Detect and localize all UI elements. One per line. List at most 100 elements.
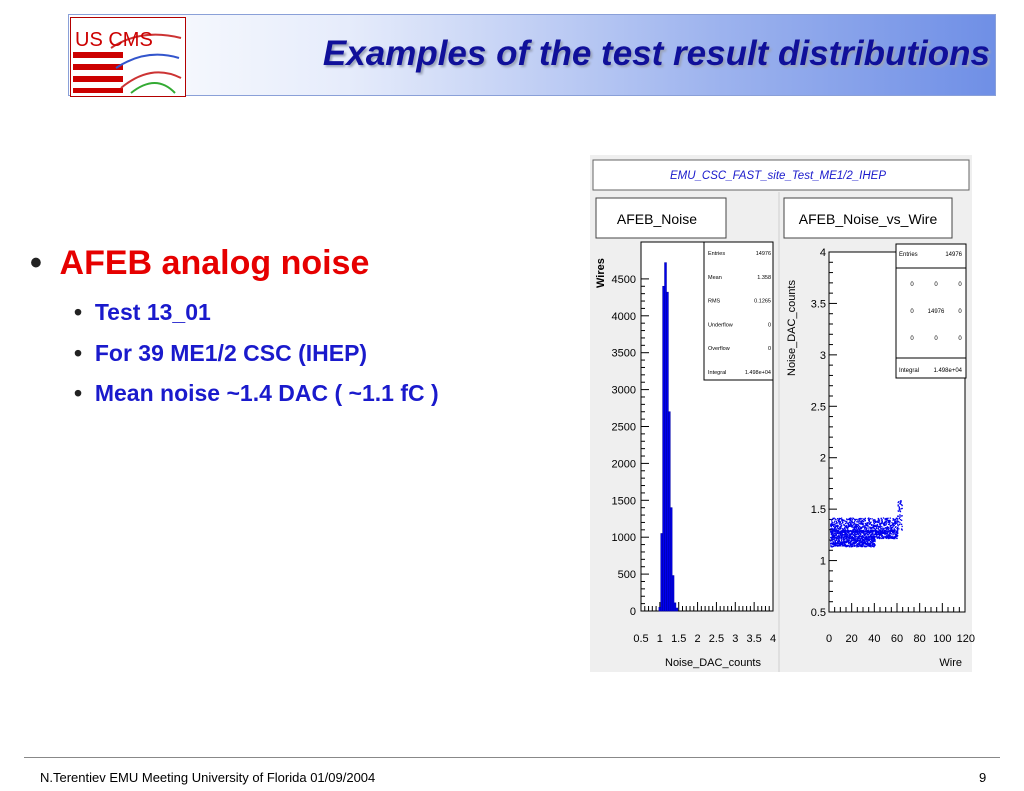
stats-value: 14976	[756, 251, 771, 257]
scatter-point	[835, 520, 838, 523]
stats-label: Entries	[899, 252, 918, 258]
scatter-point	[872, 530, 874, 532]
scatter-point	[849, 540, 851, 543]
sub-bullet: • Mean noise ~1.4 DAC ( ~1.1 fC )	[74, 380, 439, 407]
scatter-point	[881, 532, 883, 534]
scatter-point	[880, 532, 882, 535]
scatter-point	[873, 535, 876, 537]
scatter-point	[872, 533, 874, 535]
scatter-point	[856, 534, 858, 536]
scatter-point	[839, 528, 841, 530]
scatter-point	[881, 535, 883, 537]
scatter-point	[846, 536, 848, 538]
scatter-point	[859, 535, 861, 538]
scatter-point	[839, 545, 842, 547]
scatter-point	[831, 522, 834, 524]
scatter-point	[900, 500, 902, 502]
scatter-point	[868, 523, 870, 525]
scatter-point	[865, 528, 868, 530]
scatter-point	[881, 530, 883, 532]
y-tick-label: 3	[820, 350, 826, 362]
scatter-point	[852, 537, 855, 539]
scatter-point	[876, 523, 878, 526]
scatter-point	[835, 530, 838, 532]
y-tick-label: 2500	[612, 422, 636, 434]
scatter-point	[851, 531, 853, 533]
scatter-point	[840, 533, 842, 535]
scatter-point	[847, 535, 849, 537]
scatter-point	[899, 516, 901, 518]
scatter-point	[873, 528, 876, 530]
scatter-point	[868, 539, 870, 542]
scatter-point	[885, 532, 887, 535]
canvas-header: EMU_CSC_FAST_site_Test_ME1/2_IHEP	[670, 170, 886, 182]
scatter-point	[885, 527, 887, 529]
scatter-point	[859, 543, 861, 545]
scatter-point	[897, 528, 899, 531]
scatter-point	[886, 526, 889, 528]
scatter-point	[886, 531, 889, 533]
scatter-point	[868, 530, 870, 533]
scatter-point	[874, 538, 876, 541]
scatter-point	[861, 542, 863, 544]
scatter-point	[836, 538, 838, 540]
stats-grid-cell: 0	[934, 282, 938, 288]
stats-value: 0.1265	[754, 299, 771, 305]
scatter-point	[867, 527, 869, 529]
scatter-point	[851, 519, 853, 521]
scatter-point	[862, 541, 864, 543]
scatter-point	[891, 535, 893, 537]
scatter-point	[864, 520, 866, 522]
scatter-point	[853, 524, 855, 526]
scatter-point	[854, 537, 856, 540]
bullet-dot: •	[74, 299, 83, 325]
scatter-point	[873, 520, 876, 522]
scatter-point	[846, 521, 848, 523]
scatter-point	[885, 532, 887, 534]
scatter-point	[864, 522, 866, 525]
stats-label: Overflow	[708, 346, 730, 352]
scatter-point	[861, 517, 863, 520]
scatter-point	[833, 522, 835, 524]
scatter-point	[877, 528, 880, 530]
scatter-point	[859, 532, 861, 534]
y-tick-label: 3.5	[811, 298, 826, 310]
y-tick-label: 1000	[612, 532, 636, 544]
scatter-point	[898, 517, 900, 520]
scatter-point	[844, 522, 847, 525]
scatter-point	[878, 520, 881, 522]
bullet-dot: •	[74, 380, 83, 406]
canvas-header-box	[592, 159, 970, 191]
scatter-point	[832, 541, 835, 544]
scatter-point	[866, 532, 868, 534]
y-axis-title: Noise_DAC_counts	[786, 280, 798, 376]
sub-bullet-text: Mean noise ~1.4 DAC ( ~1.1 fC )	[94, 380, 439, 406]
scatter-point	[870, 527, 872, 529]
scatter-point	[854, 525, 856, 528]
scatter-point	[857, 521, 860, 523]
scatter-point	[848, 539, 851, 541]
scatter-point	[889, 531, 891, 533]
scatter-point	[885, 523, 887, 525]
scatter-point	[886, 522, 888, 524]
scatter-point	[838, 530, 840, 533]
scatter-point	[899, 502, 902, 504]
histogram-bar	[671, 575, 675, 612]
scatter-point	[856, 531, 859, 533]
x-tick-label: 40	[868, 633, 880, 645]
scatter-point	[831, 546, 834, 548]
scatter-point	[838, 542, 840, 545]
scatter-point	[889, 523, 891, 525]
sub-bullet-text: Test 13_01	[94, 299, 211, 325]
sub-bullet: • Test 13_01	[74, 299, 211, 326]
scatter-point	[895, 522, 898, 524]
scatter-point	[832, 523, 835, 526]
scatter-point	[873, 518, 875, 521]
scatter-point	[847, 534, 849, 536]
scatter-point	[850, 522, 852, 524]
footer-text: N.Terentiev EMU Meeting University of Fl…	[40, 770, 376, 785]
scatter-point	[901, 507, 903, 510]
scatter-point	[831, 520, 833, 522]
bullet-main-text: AFEB analog noise	[59, 244, 370, 282]
